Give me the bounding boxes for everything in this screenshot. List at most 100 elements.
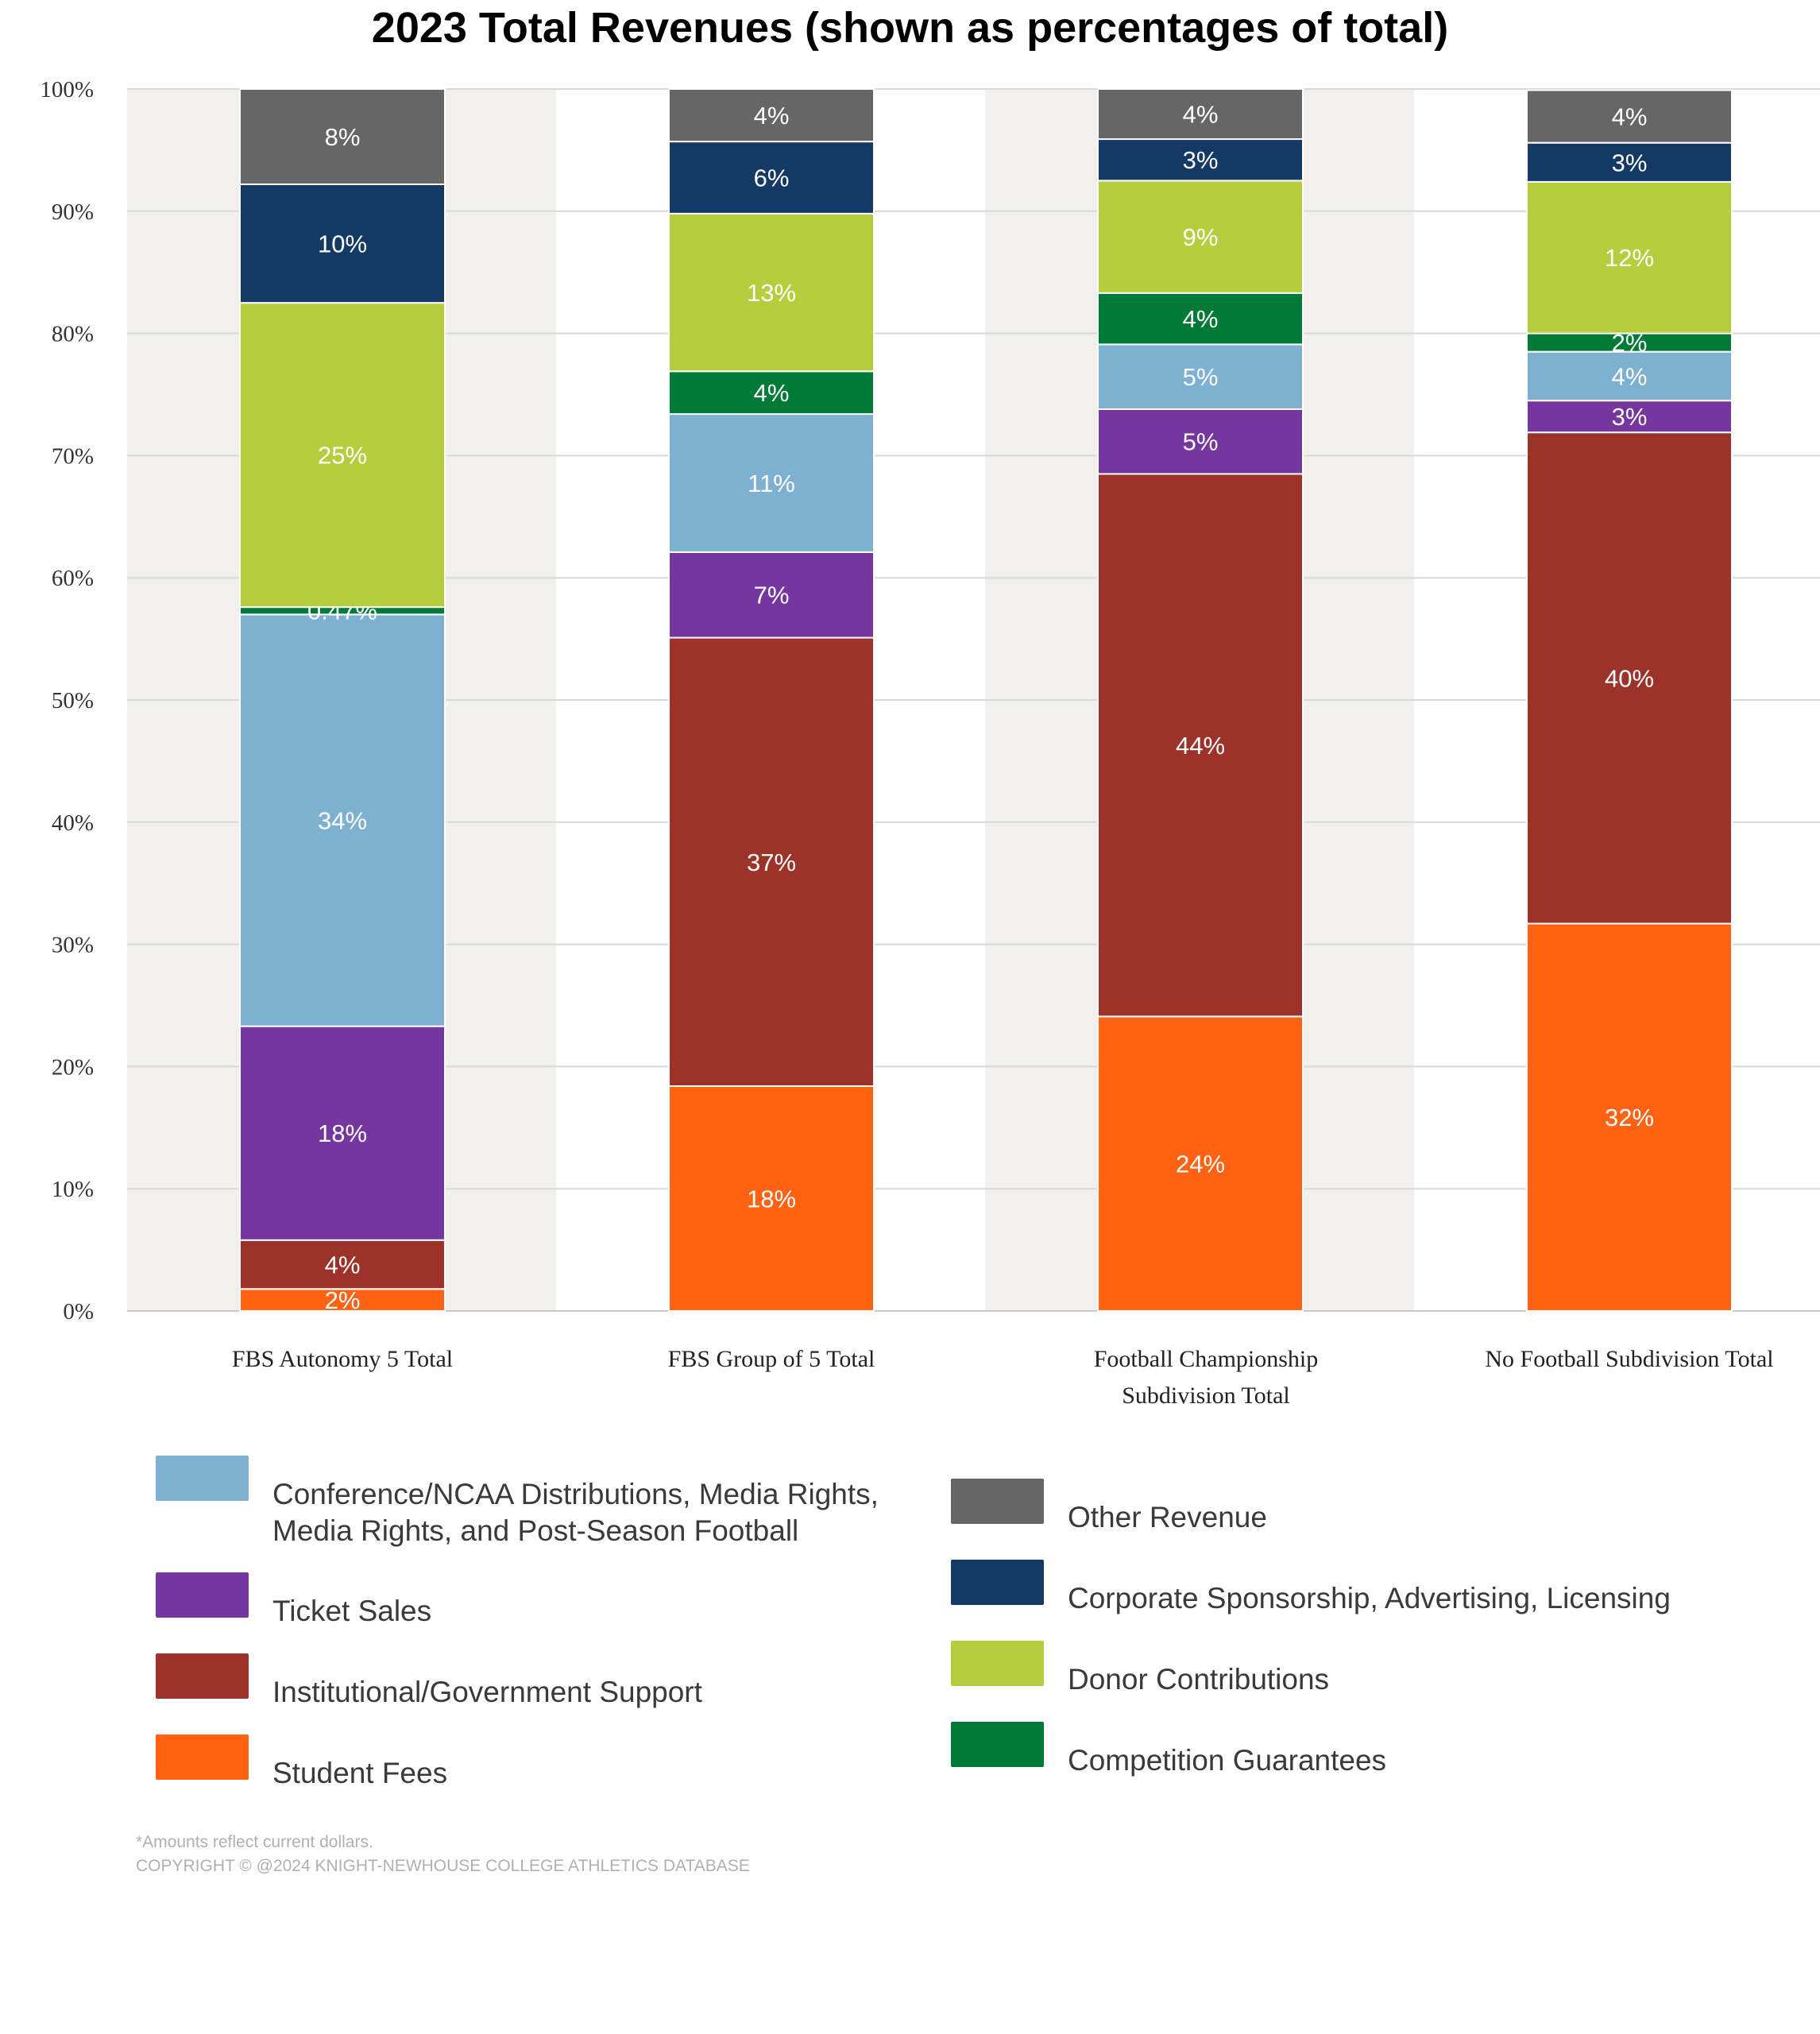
footnote-copyright: COPYRIGHT © @2024 KNIGHT-NEWHOUSE COLLEG… bbox=[136, 1857, 750, 1875]
bar-segment bbox=[1526, 922, 1733, 1312]
bar-stack: 18% 37% 7% 11% 4% 13% 6% 4% bbox=[668, 88, 875, 1313]
bar-segment bbox=[239, 302, 446, 609]
legend-label: Corporate Sponsorship, Advertising, Lice… bbox=[1068, 1582, 1671, 1614]
bar-segment-label: 11% bbox=[748, 470, 795, 497]
bar-segment-label: 32% bbox=[1605, 1104, 1654, 1131]
bar-segment bbox=[239, 1025, 446, 1241]
legend-item: Conference/NCAA Distributions, Media Rig… bbox=[156, 1456, 879, 1549]
bar-segment bbox=[668, 636, 875, 1088]
y-tick-label: 20% bbox=[52, 1054, 94, 1080]
footnote: *Amounts reflect current dollars. COPYRI… bbox=[136, 1831, 750, 1878]
bar-segment-label: 4% bbox=[1612, 362, 1648, 390]
bar-segment-label: 24% bbox=[1176, 1150, 1225, 1178]
y-tick-label: 60% bbox=[52, 566, 94, 591]
bar-segment-label: 7% bbox=[754, 582, 790, 609]
bar-segment-label: 4% bbox=[325, 1251, 361, 1279]
legend-item: Donor Contributions bbox=[951, 1641, 1329, 1698]
bar-segment bbox=[1097, 138, 1304, 182]
bar-segment bbox=[1526, 180, 1733, 334]
bar-segment-label: 13% bbox=[747, 279, 796, 307]
y-tick-label: 90% bbox=[52, 199, 94, 225]
bar-segment bbox=[1526, 141, 1733, 183]
legend-item: Ticket Sales bbox=[156, 1572, 431, 1630]
bar-segment bbox=[668, 212, 875, 373]
y-tick-label: 40% bbox=[52, 810, 94, 836]
legend-label: Donor Contributions bbox=[1068, 1663, 1330, 1696]
bar-segment-label: 2% bbox=[325, 1286, 361, 1314]
x-category-label: FBS Group of 5 Total bbox=[668, 1346, 875, 1372]
bar-segment-label: 5% bbox=[1183, 428, 1219, 456]
bar-segment bbox=[1526, 89, 1733, 144]
bar-segment-label: 4% bbox=[1183, 305, 1219, 333]
x-axis-categories: FBS Autonomy 5 Total FBS Group of 5 Total… bbox=[232, 1346, 1774, 1409]
bar-segment bbox=[1097, 180, 1304, 294]
y-tick-label: 100% bbox=[40, 77, 94, 102]
bar-segment-label: 4% bbox=[754, 102, 790, 130]
legend-item: Competition Guarantees bbox=[951, 1722, 1386, 1779]
bar-segment-label: 44% bbox=[1176, 732, 1225, 760]
stacked-bar-chart: 0%10%20%30%40%50%60%70%80%90%100% 2%4%18… bbox=[40, 77, 1820, 1409]
bar-segment bbox=[239, 183, 446, 304]
legend-item: Institutional/Government Support bbox=[156, 1653, 702, 1711]
bar-segment-label: 34% bbox=[318, 806, 367, 834]
bar-segment bbox=[239, 613, 446, 1027]
bar-segment-label: 18% bbox=[747, 1185, 796, 1213]
legend-swatch bbox=[156, 1456, 249, 1501]
bar-segment bbox=[1526, 431, 1733, 925]
bar-segment-label: 4% bbox=[1612, 103, 1648, 131]
footnote-note: *Amounts reflect current dollars. bbox=[136, 1833, 373, 1851]
bar-segment bbox=[1526, 350, 1733, 402]
bar-segment-label: 37% bbox=[747, 849, 796, 876]
y-axis-ticks: 0% 10% 20% 30% 40% 50% 60% 70% 80% 90% 100% bbox=[40, 77, 94, 1324]
legend-item: Other Revenue bbox=[951, 1479, 1267, 1536]
bar-segment bbox=[668, 413, 875, 553]
y-tick-label: 30% bbox=[52, 933, 94, 958]
bar-segment bbox=[668, 1085, 875, 1313]
y-tick-label: 80% bbox=[52, 322, 94, 347]
bar-segment bbox=[1097, 292, 1304, 346]
bar-segment bbox=[668, 370, 875, 416]
legend-label: Conference/NCAA Distributions, Media Rig… bbox=[272, 1478, 879, 1547]
chart-title: 2023 Total Revenues (shown as percentage… bbox=[371, 4, 1449, 52]
bar-segment-label: 25% bbox=[318, 442, 367, 470]
bar-segment-label: 40% bbox=[1605, 664, 1654, 692]
bar-segment-label: 10% bbox=[318, 230, 367, 258]
bars: 2%4%18%34%0.47%25%10%8%18%37%7%11%4%13%6… bbox=[239, 88, 1733, 1314]
bar-segment bbox=[668, 141, 875, 215]
y-tick-label: 10% bbox=[52, 1177, 94, 1202]
legend-label: Student Fees bbox=[272, 1757, 448, 1789]
bar-stack: 2%4%18%34%0.47%25%10%8% bbox=[239, 88, 446, 1314]
legend-label: Competition Guarantees bbox=[1068, 1744, 1387, 1777]
bar-stack: 24% 44% 5% 5% 4% 9% 3% 4% bbox=[1097, 88, 1304, 1313]
bar-segment-label: 6% bbox=[754, 164, 790, 192]
bar-segment bbox=[668, 551, 875, 639]
bar-segment-label: 4% bbox=[754, 379, 790, 407]
y-tick-label: 70% bbox=[52, 443, 94, 469]
bar-segment-label: 3% bbox=[1183, 146, 1219, 174]
legend-item: Corporate Sponsorship, Advertising, Lice… bbox=[951, 1560, 1671, 1617]
legend-swatch bbox=[951, 1479, 1044, 1524]
bar-segment bbox=[1097, 408, 1304, 475]
bar-segment bbox=[668, 88, 875, 143]
legend-swatch bbox=[951, 1641, 1044, 1686]
bar-segment bbox=[239, 1239, 446, 1290]
x-category-label: FBS Autonomy 5 Total bbox=[232, 1346, 453, 1372]
bar-segment bbox=[239, 1288, 446, 1313]
bar-segment-label: 12% bbox=[1605, 244, 1654, 272]
bar-segment-label: 9% bbox=[1183, 223, 1219, 251]
y-tick-label: 0% bbox=[63, 1299, 94, 1324]
legend-swatch bbox=[156, 1572, 249, 1618]
legend-label: Ticket Sales bbox=[272, 1595, 432, 1627]
legend-label: Institutional/Government Support bbox=[272, 1676, 702, 1708]
x-category-label: Football Championship Subdivision Total bbox=[1094, 1346, 1319, 1409]
legend-swatch bbox=[156, 1734, 249, 1780]
legend-swatch bbox=[951, 1560, 1044, 1605]
bar-segment bbox=[1097, 473, 1304, 1018]
bar-segment bbox=[239, 88, 446, 185]
legend-item: Student Fees bbox=[156, 1734, 447, 1792]
bar-segment-label: 4% bbox=[1183, 101, 1219, 129]
x-category-label: No Football Subdivision Total bbox=[1485, 1346, 1773, 1372]
bar-stack: 32%40%3%4%2%12%3%4% bbox=[1526, 89, 1733, 1312]
bar-segment bbox=[1097, 343, 1304, 410]
bar-segment-label: 8% bbox=[325, 123, 361, 151]
